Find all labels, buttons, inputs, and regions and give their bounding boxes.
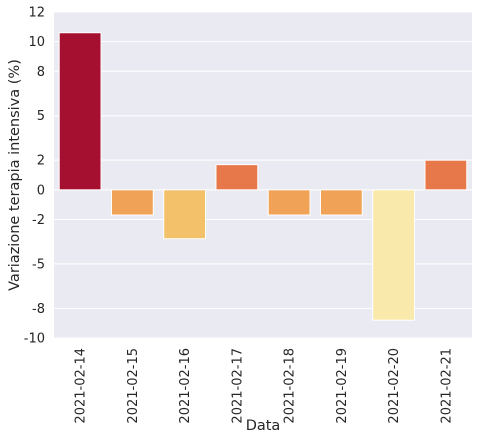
- y-tick-label: 12: [28, 6, 45, 21]
- y-tick-labels: -10 -8 -5 -2 0 2 5 8 10 12: [24, 6, 45, 347]
- bars: [58, 32, 468, 321]
- x-axis-title: Data: [246, 418, 281, 434]
- x-tick-label: 2021-02-19: [335, 348, 350, 424]
- x-tick-label: 2021-02-16: [178, 348, 193, 424]
- bar-2021-02-15: [110, 189, 154, 216]
- x-tick-label: 2021-02-21: [439, 348, 454, 424]
- bar-2021-02-20: [372, 189, 416, 321]
- y-tick-label: -5: [32, 257, 45, 272]
- y-tick-label: 5: [37, 109, 45, 124]
- bar-2021-02-17: [215, 164, 259, 191]
- x-tick-labels: 2021-02-14 2021-02-15 2021-02-16 2021-02-17…: [74, 348, 455, 424]
- x-tick-label: 2021-02-14: [74, 348, 89, 424]
- y-tick-label: -2: [32, 213, 45, 228]
- y-tick-label: 2: [37, 154, 45, 169]
- grid-lines: [54, 11, 472, 339]
- bar-2021-02-16: [163, 189, 207, 240]
- x-tick-label: 2021-02-20: [387, 348, 402, 424]
- bar-2021-02-21: [424, 159, 468, 191]
- y-axis-title: Variazione terapia intensiva (%): [7, 59, 23, 291]
- y-tick-label: 0: [37, 183, 45, 198]
- x-tick-label: 2021-02-18: [283, 348, 298, 424]
- x-tick-label: 2021-02-17: [230, 348, 245, 424]
- bar-2021-02-18: [267, 189, 311, 216]
- y-tick-label: -10: [24, 332, 45, 347]
- bar-2021-02-19: [319, 189, 363, 216]
- x-tick-label: 2021-02-15: [126, 348, 141, 424]
- y-tick-label: 10: [28, 35, 45, 50]
- y-tick-label: -8: [32, 302, 45, 317]
- bar-2021-02-14: [58, 32, 102, 191]
- y-tick-label: 8: [37, 65, 45, 80]
